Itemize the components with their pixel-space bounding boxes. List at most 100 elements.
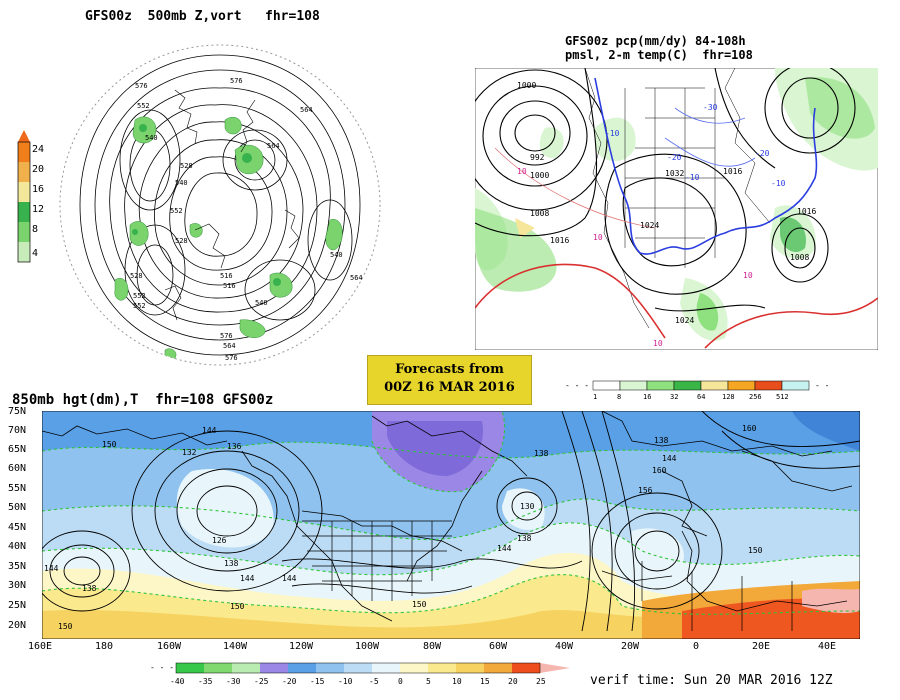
height-label: 138 (224, 559, 239, 568)
height-label: 144 (44, 564, 59, 573)
lat-label: 50N (8, 502, 27, 513)
scale-label: -10 (338, 677, 353, 686)
scale-label: 25 (536, 677, 546, 686)
temp-label: -20 (667, 153, 682, 162)
legend-arrow-icon (18, 130, 30, 142)
scale-label: 256 (749, 393, 762, 401)
legend-label: 16 (32, 184, 45, 195)
longitude-axis: 160E 180 160W 140W 120W 100W 80W 60W 40W… (20, 641, 880, 655)
height-label: 150 (58, 622, 73, 631)
polar-legend-bar (17, 130, 31, 263)
contour-label: 540 (330, 251, 343, 259)
lon-label: 80W (423, 641, 442, 652)
height-label: 160 (652, 466, 667, 475)
scale-label: 128 (722, 393, 735, 401)
contour-label: 552 (133, 302, 146, 310)
contour-label: 576 (220, 332, 233, 340)
temp-label: -10 (685, 173, 700, 182)
height-label: 144 (240, 574, 255, 583)
temp-label: 10 (517, 167, 527, 176)
banner-line2: 00Z 16 MAR 2016 (384, 380, 515, 395)
height-label: 138 (517, 534, 532, 543)
verif-time: verif time: Sun 20 MAR 2016 12Z (590, 673, 833, 688)
isobars (475, 68, 856, 312)
legend-label: 12 (32, 204, 45, 215)
contour-label: 564 (223, 342, 236, 350)
height-label: 150 (412, 600, 427, 609)
lon-label: 20W (621, 641, 640, 652)
isobar-label: 1016 (797, 207, 816, 216)
polar-500mb-map: 576 564 552 540 528 516 576 564 552 540 … (59, 44, 381, 366)
height-label: 150 (102, 440, 117, 449)
lon-label: 160E (28, 641, 53, 652)
lon-label: 60W (489, 641, 508, 652)
contour-label: 540 (255, 299, 268, 307)
forecast-banner: Forecasts from 00Z 16 MAR 2016 (367, 355, 532, 405)
scale-arrow-icon (540, 663, 570, 673)
isobar-label: 1016 (723, 167, 742, 176)
contour-label: 516 (220, 272, 233, 280)
contour-label: 552 (133, 292, 146, 300)
temp-label: -10 (771, 179, 786, 188)
contour-label: 552 (137, 102, 150, 110)
scale-label: -35 (198, 677, 213, 686)
contour-label: 528 (180, 162, 193, 170)
polar-panel-title: GFS00z 500mb Z,vort fhr=108 (85, 9, 320, 24)
contour-label: 528 (130, 272, 143, 280)
scale-label: 0 (398, 677, 403, 686)
lat-label: 75N (8, 406, 27, 417)
height-label: 130 (520, 502, 535, 511)
scale-label: 512 (776, 393, 789, 401)
temp-label: 10 (653, 339, 663, 348)
lat-label: 60N (8, 463, 27, 474)
height-label: 144 (282, 574, 297, 583)
height-label: 132 (182, 448, 197, 457)
scale-label: -25 (254, 677, 269, 686)
scale-label: 20 (508, 677, 518, 686)
precip-color-scale: - - - - - - - - 1 8 16 32 64 128 256 512 (565, 379, 849, 403)
scale-label: -20 (282, 677, 297, 686)
isobar-label: 1032 (665, 169, 684, 178)
temperature-contours (475, 77, 878, 349)
svg-text:- - -: - - - (150, 663, 174, 672)
scale-label: 5 (426, 677, 431, 686)
lat-label: 20N (8, 620, 27, 631)
lon-label: 20E (752, 641, 771, 652)
legend-label: 24 (32, 144, 45, 155)
banner-line1: Forecasts from (395, 362, 504, 377)
scale-label: -5 (369, 677, 379, 686)
lat-label: 55N (8, 483, 27, 494)
isobar-label: 1024 (640, 221, 659, 230)
lat-label: 45N (8, 522, 27, 533)
height-label: 144 (497, 544, 512, 553)
isobar-label: 1000 (517, 81, 536, 90)
precip-coastlines (584, 68, 771, 329)
contour-label: 564 (267, 142, 280, 150)
lat-label: 70N (8, 425, 27, 436)
temp-label: 10 (743, 271, 753, 280)
precip-panel-title-line1: GFS00z pcp(mm/dy) 84-108h (565, 34, 746, 48)
contour-label: 576 (135, 82, 148, 90)
height-label: 150 (230, 602, 245, 611)
lat-label: 25N (8, 600, 27, 611)
scale-label: 16 (643, 393, 651, 401)
height-label: 138 (654, 436, 669, 445)
temp-label: -30 (703, 103, 718, 112)
lat-label: 35N (8, 561, 27, 572)
latitude-axis: 75N 70N 65N 60N 55N 50N 45N 40N 35N 30N … (8, 406, 42, 638)
lon-label: 100W (355, 641, 380, 652)
temperature-contours (42, 411, 860, 615)
scale-label: -15 (310, 677, 325, 686)
contour-label: 552 (170, 207, 183, 215)
lon-label: 180 (95, 641, 114, 652)
scale-label: 8 (617, 393, 621, 401)
precip-pmsl-map: 1000 992 1000 1008 1016 1024 1032 1016 1… (475, 68, 878, 350)
lat-label: 30N (8, 580, 27, 591)
height-label: 136 (227, 442, 242, 451)
contour-label: 564 (350, 274, 363, 282)
scale-label: 10 (452, 677, 462, 686)
polar-contours: 576 564 552 540 528 516 576 564 552 540 … (79, 54, 363, 362)
svg-text:- - - -: - - - - (565, 381, 599, 390)
scale-label: -30 (226, 677, 241, 686)
height-contours (42, 411, 860, 632)
